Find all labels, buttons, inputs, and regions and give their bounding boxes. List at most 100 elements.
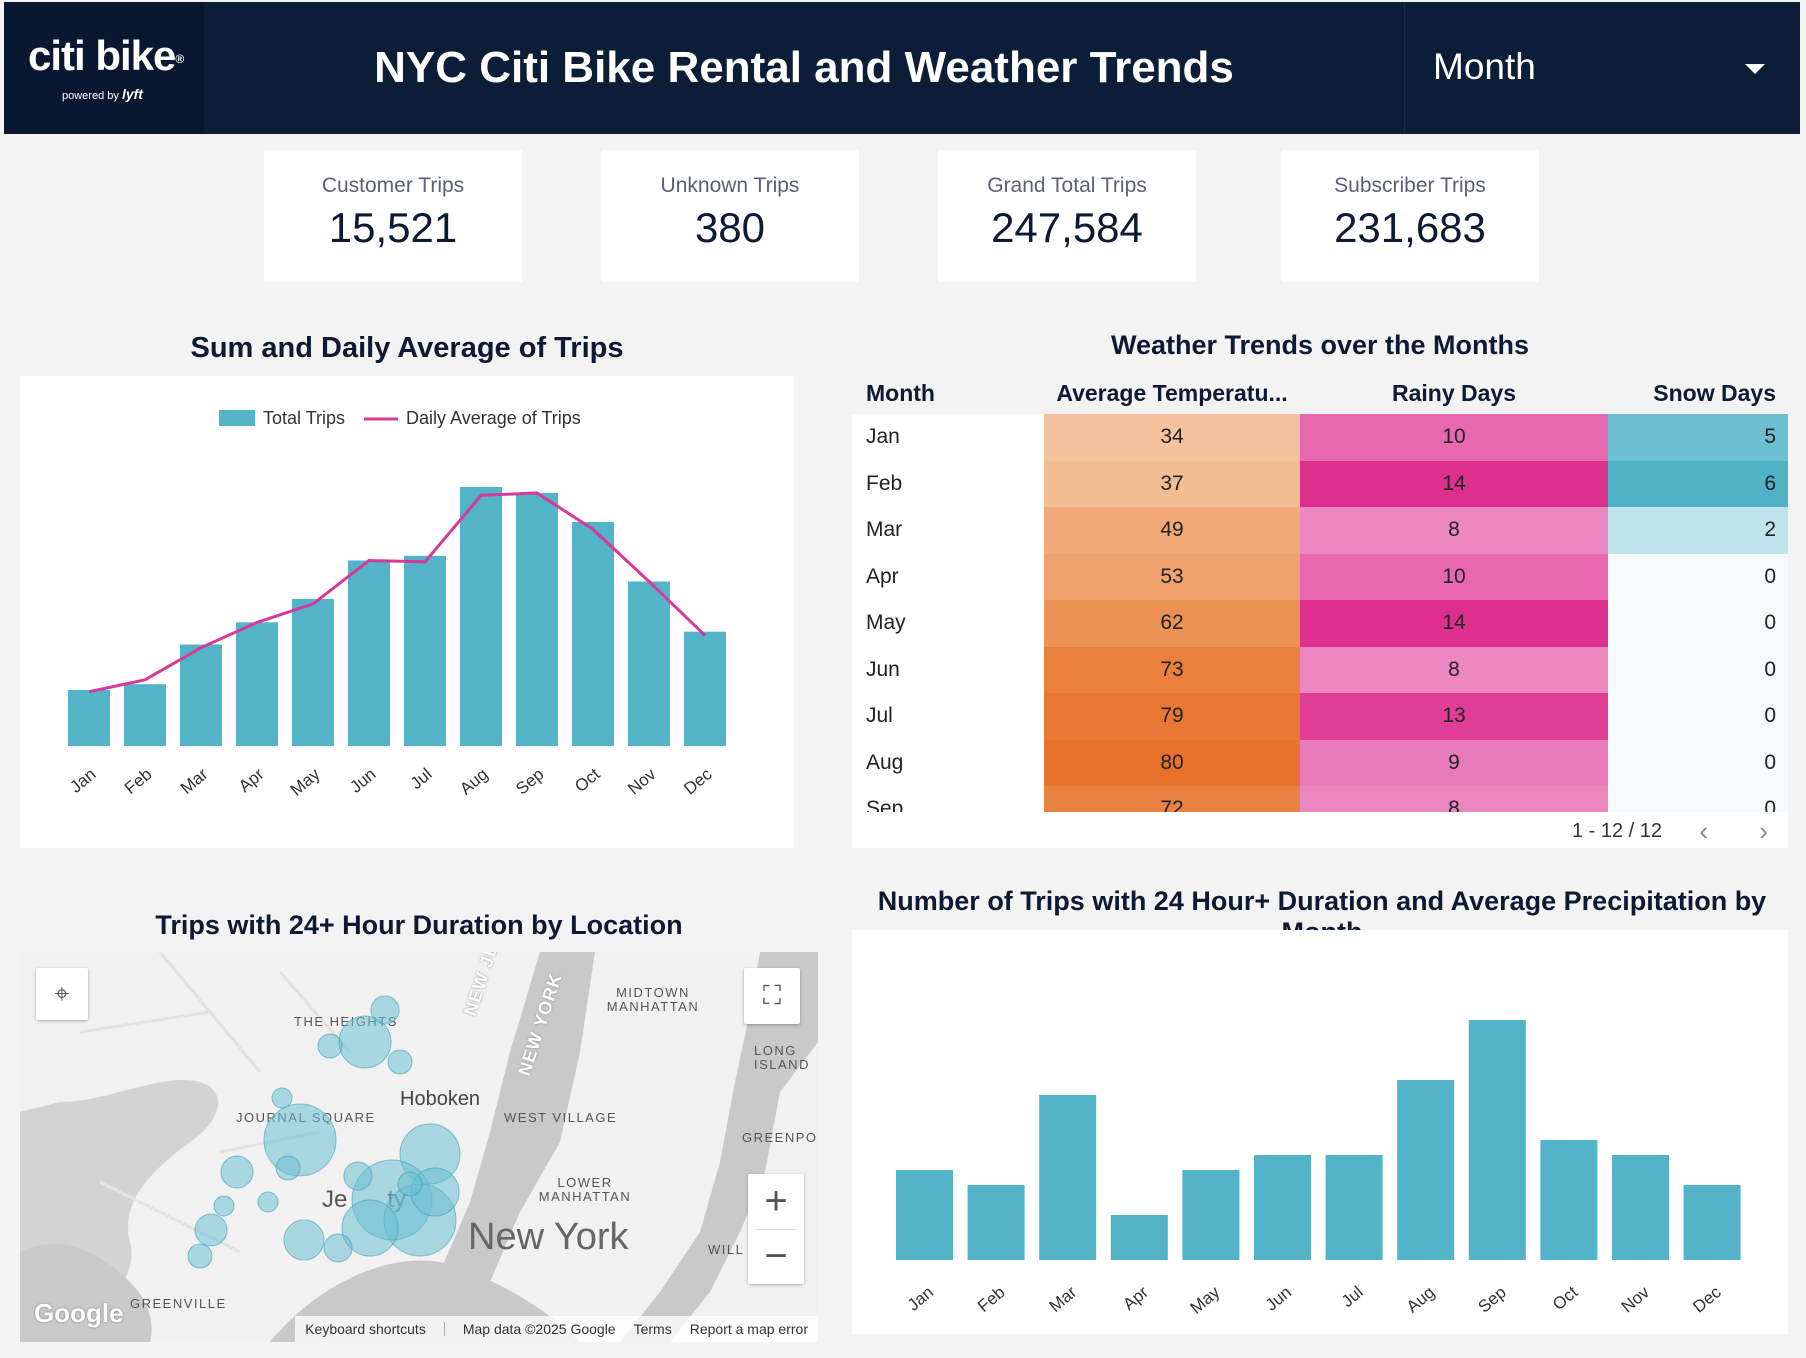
bar-long-trips[interactable]	[1110, 1215, 1168, 1260]
bar-long-trips[interactable]	[1254, 1155, 1311, 1260]
x-tick-label: Nov	[624, 764, 660, 798]
bar-total-trips[interactable]	[684, 631, 726, 746]
x-tick-label: Aug	[456, 765, 491, 799]
location-bubble[interactable]	[213, 1195, 235, 1217]
kpi-label: Customer Trips	[321, 174, 465, 197]
location-bubble[interactable]	[343, 1161, 373, 1191]
cell-month: Feb	[852, 460, 1044, 507]
trips-chart-title: Sum and Daily Average of Trips	[190, 332, 624, 364]
bar-long-trips[interactable]	[1397, 1080, 1455, 1260]
map-title: Trips with 24+ Hour Duration by Location	[155, 910, 683, 940]
bar-long-trips[interactable]	[1683, 1185, 1741, 1260]
column-header-month[interactable]: Month	[866, 379, 935, 406]
bar-total-trips[interactable]	[236, 622, 278, 746]
cell-month: May	[852, 600, 1044, 647]
chevron-right-icon[interactable]: ›	[1759, 816, 1768, 846]
weather-table: Month Average Temperatu... Rainy Days Sn…	[852, 372, 1788, 854]
map-label: New York	[468, 1216, 629, 1258]
column-header-temperature[interactable]: Average Temperatu...	[1056, 379, 1288, 406]
location-bubble[interactable]	[271, 1087, 293, 1109]
table-pagination: 1 - 12 / 12 ‹ ›	[852, 812, 1788, 848]
location-bubble[interactable]	[397, 1171, 423, 1197]
table-row: Apr 53 10 0	[852, 553, 1788, 600]
citi-bike-logo: citi bike® powered by lyft	[4, 2, 204, 134]
cell-snow: 0	[1608, 693, 1788, 740]
table-row: Feb 37 14 6	[852, 460, 1788, 507]
keyboard-shortcuts-link[interactable]: Keyboard shortcuts	[305, 1321, 426, 1337]
bar-total-trips[interactable]	[628, 581, 670, 747]
report-error-link[interactable]: Report a map error	[689, 1321, 808, 1337]
bar-long-trips[interactable]	[896, 1170, 953, 1260]
bar-long-trips[interactable]	[1612, 1155, 1669, 1260]
page-title: NYC Citi Bike Rental and Weather Trends	[374, 43, 1234, 92]
location-pin-icon[interactable]: ⌖	[36, 968, 88, 1020]
bar-total-trips[interactable]	[348, 560, 390, 747]
weather-table-title: Weather Trends over the Months	[1110, 330, 1530, 360]
cell-temp: 34	[1044, 414, 1300, 461]
location-bubble[interactable]	[257, 1191, 279, 1213]
x-tick-label: Jun	[346, 765, 379, 797]
cell-rain: 14	[1300, 600, 1608, 647]
bar-long-trips[interactable]	[967, 1185, 1025, 1260]
bar-total-trips[interactable]	[572, 522, 614, 746]
column-header-snow-days[interactable]: Snow Days	[1653, 379, 1776, 406]
x-tick-label: Jun	[1262, 1283, 1295, 1315]
map-label: MIDTOWN MANHATTAN	[606, 985, 700, 1014]
x-tick-label: Mar	[1046, 1282, 1081, 1316]
fullscreen-icon[interactable]: ⛶	[744, 968, 800, 1024]
bar-long-trips[interactable]	[1540, 1140, 1598, 1260]
table-body[interactable]: Jan 34 10 5 Feb 37 14 6 Mar 49 8 2 Apr 5…	[852, 414, 1788, 854]
bar-total-trips[interactable]	[516, 492, 558, 746]
cell-month: Jan	[852, 414, 1044, 461]
location-bubble[interactable]	[323, 1233, 353, 1263]
location-bubble[interactable]	[187, 1243, 213, 1269]
bar-long-trips[interactable]	[1325, 1155, 1383, 1260]
bar-total-trips[interactable]	[68, 690, 110, 746]
cell-snow: 0	[1608, 553, 1788, 600]
x-tick-label: Feb	[974, 1283, 1009, 1316]
table-row: May 62 14 0	[852, 600, 1788, 647]
column-header-rainy-days[interactable]: Rainy Days	[1391, 379, 1516, 406]
zoom-controls: + −	[748, 1174, 804, 1284]
kpi-value: 380	[694, 204, 766, 251]
bar-long-trips[interactable]	[1182, 1170, 1240, 1260]
month-filter-dropdown[interactable]: Month	[1404, 2, 1801, 134]
x-tick-label: Dec	[1689, 1282, 1725, 1316]
legend-line-label: Daily Average of Trips	[406, 408, 581, 428]
zoom-in-icon[interactable]: +	[764, 1179, 788, 1223]
x-tick-label: Feb	[121, 765, 156, 798]
location-bubble[interactable]	[387, 1049, 413, 1075]
chevron-down-icon	[1745, 64, 1765, 74]
bar-total-trips[interactable]	[124, 684, 166, 746]
cell-rain: 8	[1300, 507, 1608, 554]
location-bubble[interactable]	[283, 1219, 325, 1261]
location-bubble[interactable]	[275, 1155, 301, 1181]
bar-long-trips[interactable]	[1039, 1095, 1097, 1260]
location-bubble[interactable]	[194, 1213, 228, 1247]
bar-total-trips[interactable]	[404, 555, 446, 746]
location-bubble[interactable]	[341, 1199, 399, 1257]
bar-total-trips[interactable]	[292, 599, 334, 746]
bar-long-trips[interactable]	[1468, 1020, 1526, 1260]
chevron-left-icon[interactable]: ‹	[1699, 816, 1708, 846]
cell-month: Mar	[852, 507, 1044, 554]
bar-total-trips[interactable]	[460, 487, 502, 746]
location-bubble[interactable]	[220, 1155, 254, 1189]
x-tick-label: Dec	[680, 764, 716, 798]
x-tick-label: Jan	[904, 1283, 937, 1315]
zoom-out-icon[interactable]: −	[764, 1234, 788, 1278]
x-tick-label: Oct	[1549, 1282, 1582, 1314]
location-map[interactable]: THE HEIGHTS JOURNAL SQUARE Hoboken WEST …	[20, 952, 818, 1342]
bar-total-trips[interactable]	[180, 644, 222, 747]
location-bubble[interactable]	[370, 995, 400, 1025]
terms-link[interactable]: Terms	[633, 1321, 672, 1337]
cell-rain: 8	[1300, 646, 1608, 693]
cell-month: Apr	[852, 553, 1044, 600]
cell-temp: 79	[1044, 693, 1300, 740]
location-bubble[interactable]	[317, 1033, 343, 1059]
x-tick-label: Sep	[1474, 1283, 1509, 1317]
cell-rain: 10	[1300, 414, 1608, 461]
cell-month: Aug	[852, 739, 1044, 786]
duration-bar-chart: Jan Feb Mar Apr May Jun Jul Aug Sep Oct Nov Dec	[896, 1020, 1741, 1318]
cell-month: Jun	[852, 646, 1044, 693]
